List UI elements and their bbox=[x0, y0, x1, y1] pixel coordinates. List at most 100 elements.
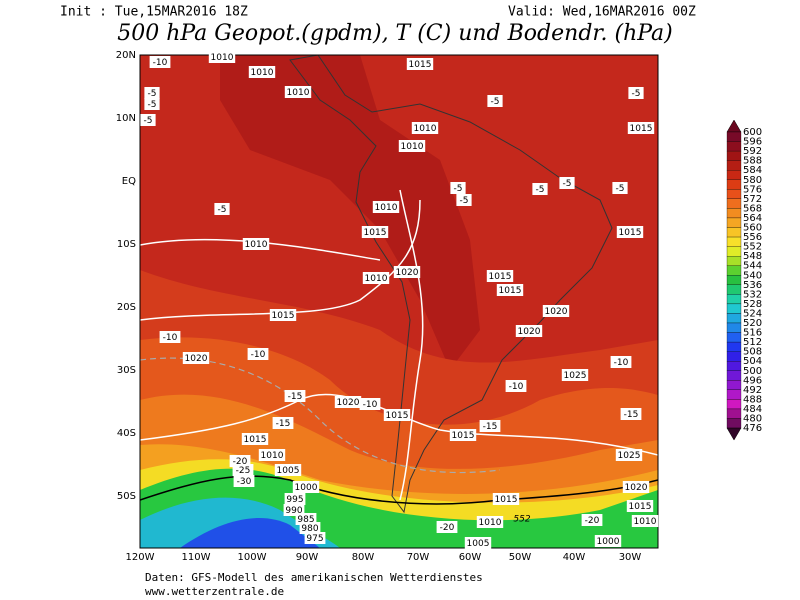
label-text: -10 bbox=[509, 382, 524, 392]
colorbar-swatch bbox=[726, 284, 742, 295]
colorbar-end bbox=[726, 119, 742, 133]
colorbar-label: 580 bbox=[743, 175, 762, 186]
colorbar-label: 564 bbox=[743, 213, 762, 224]
label-text: 1015 bbox=[619, 228, 642, 238]
colorbar-label: 536 bbox=[743, 280, 762, 291]
temperature-label: -15 bbox=[284, 390, 306, 402]
label-box bbox=[615, 449, 643, 461]
temperature-label: -15 bbox=[620, 408, 642, 420]
label-box bbox=[487, 95, 503, 107]
label-text: -5 bbox=[491, 97, 500, 107]
label-box bbox=[242, 238, 270, 250]
label-text: 1015 bbox=[630, 124, 653, 134]
colorbar-label: 512 bbox=[743, 337, 762, 348]
temperature-label: -5 bbox=[532, 183, 548, 195]
label-box bbox=[247, 348, 269, 360]
label-box bbox=[274, 464, 302, 476]
label-box bbox=[284, 493, 306, 505]
lat-label: 20N bbox=[116, 50, 136, 61]
pressure-label: 1010 bbox=[372, 201, 400, 213]
label-text: -15 bbox=[288, 392, 303, 402]
pressure-label: 1010 bbox=[476, 516, 504, 528]
label-box bbox=[628, 87, 644, 99]
temperature-label: -5 bbox=[450, 182, 466, 194]
colorbar-label: 588 bbox=[743, 156, 762, 167]
label-text: 1015 bbox=[244, 435, 267, 445]
pressure-label: 1025 bbox=[615, 449, 643, 461]
label-box bbox=[406, 58, 434, 70]
init-time: Init : Tue,15MAR2016 18Z bbox=[60, 5, 248, 20]
label-text: -15 bbox=[483, 422, 498, 432]
label-box bbox=[140, 114, 156, 126]
valid-time: Valid: Wed,16MAR2016 00Z bbox=[508, 5, 696, 20]
colorbar-swatch bbox=[726, 275, 742, 285]
colorbar-label: 600 bbox=[743, 127, 762, 138]
label-text: -5 bbox=[632, 89, 641, 99]
temperature-label: -5 bbox=[144, 87, 160, 99]
colorbar-swatch bbox=[726, 351, 742, 362]
label-text: -5 bbox=[454, 184, 463, 194]
colorbar-label: 544 bbox=[743, 261, 762, 272]
lat-label: 50S bbox=[117, 491, 136, 502]
pressure-label: 1010 bbox=[242, 238, 270, 250]
label-text: -5 bbox=[536, 185, 545, 195]
pressure-label: 1010 bbox=[208, 51, 236, 63]
label-box bbox=[620, 408, 642, 420]
label-box bbox=[496, 284, 524, 296]
colorbar-label: 528 bbox=[743, 299, 762, 310]
label-text: 1010 bbox=[375, 203, 398, 213]
label-text: 980 bbox=[301, 524, 318, 534]
label-box bbox=[383, 409, 411, 421]
label-text: -5 bbox=[460, 196, 469, 206]
label-box bbox=[362, 272, 390, 284]
colorbar-label: 568 bbox=[743, 203, 762, 214]
label-box bbox=[304, 532, 326, 544]
pressure-label: 1015 bbox=[627, 122, 655, 134]
label-box bbox=[398, 140, 426, 152]
temperature-label: -10 bbox=[505, 380, 527, 392]
colorbar-swatch bbox=[726, 246, 742, 257]
label-text: 975 bbox=[306, 534, 323, 544]
pressure-label: 980 bbox=[299, 522, 321, 534]
pressure-label: 1025 bbox=[561, 369, 589, 381]
lat-label: 10N bbox=[116, 113, 136, 124]
label-box bbox=[284, 86, 312, 98]
colorbar-label: 560 bbox=[743, 223, 762, 234]
label-text: 1005 bbox=[467, 539, 490, 549]
colorbar-label: 484 bbox=[743, 404, 762, 415]
label-box bbox=[144, 87, 160, 99]
label-box bbox=[561, 369, 589, 381]
label-text: -5 bbox=[148, 100, 157, 110]
label-box bbox=[449, 429, 477, 441]
coastline bbox=[289, 55, 613, 514]
pressure-label: 1010 bbox=[362, 272, 390, 284]
lat-label: 20S bbox=[117, 302, 136, 313]
colorbar-swatch bbox=[726, 418, 742, 429]
label-text: 1020 bbox=[625, 483, 648, 493]
label-text: 1010 bbox=[261, 451, 284, 461]
colorbar-label: 584 bbox=[743, 165, 762, 176]
label-text: -10 bbox=[163, 333, 178, 343]
pressure-label: 1015 bbox=[361, 226, 389, 238]
pressure-label: 1020 bbox=[515, 325, 543, 337]
label-box bbox=[272, 417, 294, 429]
colorbar-swatch bbox=[726, 189, 742, 200]
lat-label: 10S bbox=[117, 239, 136, 250]
footer-site: www.wetterzentrale.de bbox=[145, 585, 284, 598]
lon-label: 100W bbox=[238, 552, 267, 563]
label-text: 1025 bbox=[564, 371, 587, 381]
colorbar-label: 576 bbox=[743, 184, 762, 195]
isobar bbox=[140, 393, 658, 456]
geopotential-line bbox=[140, 475, 658, 505]
label-text: 1015 bbox=[489, 272, 512, 282]
colorbar-swatch bbox=[726, 255, 742, 266]
temperature-label: -5 bbox=[487, 95, 503, 107]
colorbar-label: 504 bbox=[743, 356, 762, 367]
label-box bbox=[631, 515, 659, 527]
temperature-label: -5 bbox=[628, 87, 644, 99]
colorbar-label: 480 bbox=[743, 414, 762, 425]
label-box bbox=[208, 51, 236, 63]
label-text: 985 bbox=[297, 515, 314, 525]
label-box bbox=[372, 201, 400, 213]
